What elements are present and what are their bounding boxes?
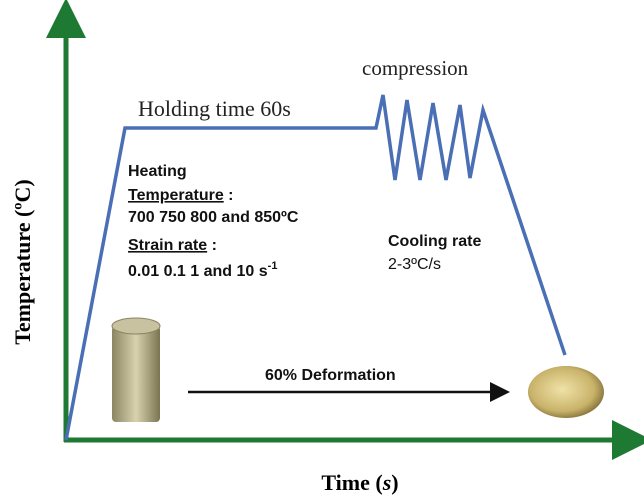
x-axis-label: Time (s) bbox=[321, 470, 398, 495]
sample-cylinder bbox=[112, 326, 160, 422]
temperature-colon: : bbox=[224, 187, 234, 204]
strain-values: 0.01 0.1 1 and 10 s-1 bbox=[128, 260, 277, 280]
strain-values-main: 0.01 0.1 1 and 10 s bbox=[128, 263, 268, 280]
page: Temperature (ºC) Time (s) Holding time 6… bbox=[0, 0, 644, 499]
x-label-italic: s bbox=[382, 470, 392, 495]
temperature-values: 700 750 800 and 850ºC bbox=[128, 209, 299, 226]
x-label-main: Time ( bbox=[321, 470, 382, 495]
sample-deformed bbox=[528, 366, 604, 418]
heating-label: Heating bbox=[128, 163, 187, 180]
sample-top bbox=[112, 318, 160, 334]
holding-label: Holding time 60s bbox=[138, 96, 291, 121]
strain-colon: : bbox=[207, 237, 217, 254]
cooling-label: Cooling rate bbox=[388, 233, 481, 250]
compression-label: compression bbox=[362, 56, 469, 80]
cooling-value: 2-3ºC/s bbox=[388, 256, 441, 273]
x-label-end: ) bbox=[391, 470, 398, 495]
temperature-label: Temperature bbox=[128, 187, 224, 204]
diagram: Temperature (ºC) Time (s) Holding time 6… bbox=[0, 0, 644, 499]
strain-unit-sup: -1 bbox=[268, 260, 278, 272]
temperature-heading: Temperature : bbox=[128, 187, 234, 204]
strain-heading: Strain rate : bbox=[128, 237, 217, 254]
strain-label: Strain rate bbox=[128, 237, 207, 254]
y-axis-label: Temperature (ºC) bbox=[10, 179, 35, 345]
deformation-label: 60% Deformation bbox=[265, 367, 396, 384]
